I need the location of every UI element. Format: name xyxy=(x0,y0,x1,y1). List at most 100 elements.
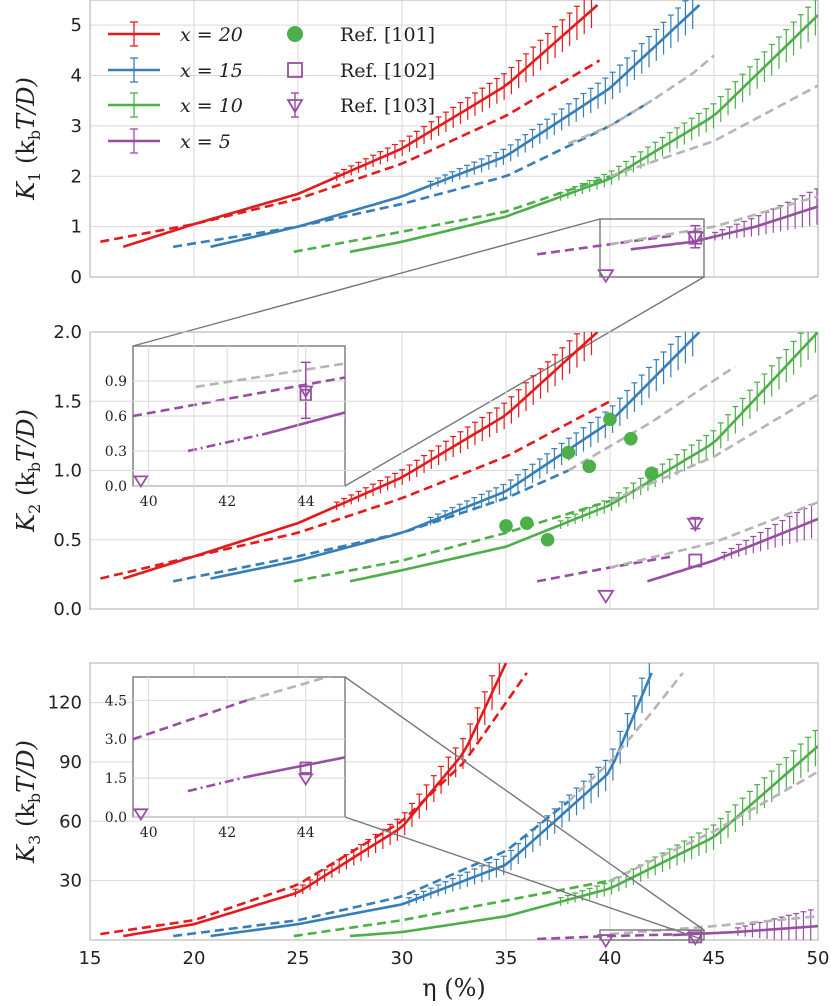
series-line-green xyxy=(349,14,818,254)
inset-panel-1: 40 42 44 0.0 0.3 0.6 0.9 xyxy=(105,345,346,510)
series-line-gray xyxy=(567,365,736,472)
inset-y-tick-label: 1.5 xyxy=(105,771,127,787)
series-line-blue xyxy=(210,332,701,580)
inset-y-tick-label: 0.6 xyxy=(105,409,127,425)
zoom-connector xyxy=(344,276,705,487)
series-line-purple xyxy=(630,205,818,251)
ref-103-marker xyxy=(686,517,705,533)
y-tick-label: 1 xyxy=(71,217,82,238)
series-line-green xyxy=(293,175,611,254)
x-tick-label: 30 xyxy=(391,948,414,969)
series-line-gray xyxy=(609,84,818,178)
legend-ref-103-marker xyxy=(286,99,304,114)
axes-frame xyxy=(89,0,819,278)
inset-y-tick-label: 0.0 xyxy=(105,479,127,495)
y-axis-label-part: (k xyxy=(12,472,40,504)
inset-series-line-purple xyxy=(133,699,248,741)
x-tick-label: 35 xyxy=(495,948,518,969)
series-line-gray xyxy=(609,195,818,246)
ref-101-marker xyxy=(540,532,555,547)
y-axis-label-part: 2 xyxy=(25,504,44,514)
x-tick-label: 25 xyxy=(287,948,310,969)
y-tick-label: 120 xyxy=(48,693,82,714)
ref-103-marker xyxy=(297,385,314,399)
x-axis-label: η (%) xyxy=(422,974,486,1002)
y-tick-label: 1.5 xyxy=(53,391,82,412)
legend-label: x = 5 xyxy=(180,131,231,153)
series-line-green xyxy=(349,332,818,583)
legend: x = 20 x = 15 x = 10 x = 5 Ref. [101] Ref. [1… xyxy=(108,21,435,154)
inset-series-line-purple xyxy=(266,411,345,435)
y-axis-label-part: T/D) xyxy=(12,77,40,130)
zoom-connector xyxy=(132,218,601,347)
series-line-gray xyxy=(609,770,818,882)
inset-y-tick-label: 0.0 xyxy=(105,810,127,826)
legend-ref-label: Ref. [101] xyxy=(340,24,435,46)
ref-101-marker xyxy=(603,412,617,427)
series-line-red xyxy=(123,663,508,938)
x-tick-label: 20 xyxy=(183,948,206,969)
inset-series-line-gray xyxy=(246,677,332,702)
ref-103-marker xyxy=(597,934,615,949)
y-tick-label: 0.5 xyxy=(53,530,82,551)
series-line-purple xyxy=(647,517,818,583)
axes-frame xyxy=(89,662,819,941)
ref-102-marker xyxy=(688,553,703,568)
zoom-box xyxy=(599,218,705,278)
series-line-blue xyxy=(172,99,653,249)
y-axis-label-part: K xyxy=(12,843,40,864)
y-tick-label: 30 xyxy=(59,871,82,892)
ref-103-marker xyxy=(686,231,705,246)
ref-101-marker xyxy=(561,445,576,460)
y-axis-label: K1 (kbT/D) xyxy=(12,77,44,201)
y-axis-label-part: b xyxy=(25,462,44,472)
series-line-blue xyxy=(172,469,569,583)
inset-x-tick-label: 42 xyxy=(218,825,236,841)
zoom-box xyxy=(599,929,705,941)
y-tick-label: 0 xyxy=(71,267,82,288)
zoom-connector xyxy=(344,816,705,941)
inset-series-line-purple xyxy=(187,432,267,453)
legend-ref-102-marker xyxy=(287,62,303,78)
ref-103-marker xyxy=(297,773,314,787)
y-axis-label: K2 (kbT/D) xyxy=(12,409,44,533)
legend-label: x = 20 xyxy=(180,24,243,46)
inset-x-tick-label: 40 xyxy=(140,825,158,841)
series-line-purple xyxy=(537,234,673,256)
series-line-blue xyxy=(173,800,570,938)
y-tick-label: 2 xyxy=(71,166,82,187)
x-tick-label: 50 xyxy=(807,948,830,969)
ref-103-marker xyxy=(597,269,615,284)
ref-103-marker xyxy=(132,808,149,822)
inset-y-tick-label: 0.3 xyxy=(105,444,127,460)
y-axis-label-part: (k xyxy=(12,803,40,835)
y-axis-label-part: 3 xyxy=(25,835,44,845)
inset-series-line-gray xyxy=(195,362,345,389)
y-tick-label: 90 xyxy=(59,752,82,773)
axes-frame xyxy=(89,331,819,610)
legend-ref-101-marker xyxy=(287,26,303,42)
ref-101-marker xyxy=(520,516,534,530)
inset-x-tick-label: 40 xyxy=(140,494,158,510)
legend-label: x = 15 xyxy=(180,60,243,82)
y-tick-label: 0.0 xyxy=(53,599,82,620)
y-axis-label-part: 1 xyxy=(25,172,44,182)
y-tick-label: 2.0 xyxy=(53,322,82,343)
ref-101-marker xyxy=(582,459,596,474)
y-axis-label-part: (k xyxy=(12,140,40,172)
zoom-connector xyxy=(344,676,705,931)
ref-101-marker xyxy=(499,519,513,533)
inset-series-line-purple xyxy=(133,376,345,418)
y-axis-label-part: b xyxy=(25,130,44,140)
inset-series-line-purple xyxy=(246,756,345,779)
series-line-gray xyxy=(609,915,818,936)
inset-x-tick-label: 44 xyxy=(297,494,315,510)
y-tick-label: 1.0 xyxy=(53,461,82,482)
ref-101-marker xyxy=(644,466,659,481)
y-axis-label-part: K xyxy=(12,180,40,201)
inset-frame xyxy=(132,676,346,818)
y-axis-label-part: K xyxy=(12,512,40,533)
series-line-red xyxy=(100,400,611,580)
x-tick-label: 40 xyxy=(599,948,622,969)
